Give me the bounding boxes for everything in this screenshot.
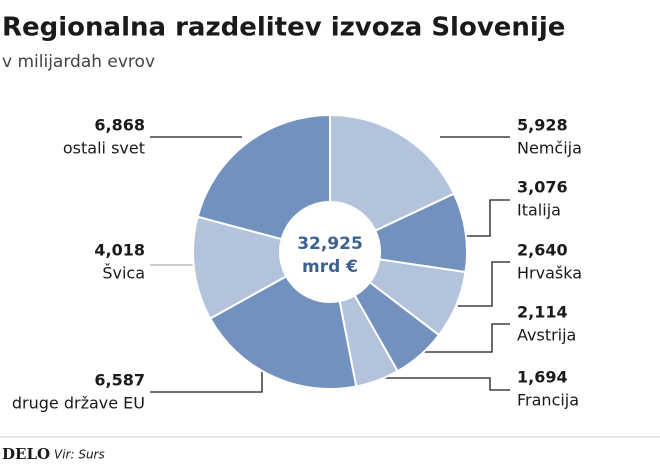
chart-subtitle: v milijardah evrov	[2, 52, 155, 72]
source: Vir: Surs	[54, 448, 105, 462]
slice	[329, 113, 456, 233]
leader-lines	[150, 136, 510, 393]
category-label: Francija	[517, 391, 579, 410]
category-label: Avstrija	[517, 326, 576, 345]
value-label: 2,114	[517, 303, 568, 322]
total-value: 32,925	[297, 234, 363, 254]
slice	[196, 113, 331, 241]
total-unit: mrd €	[302, 257, 358, 277]
value-label: 6,587	[94, 371, 145, 390]
category-label: druge države EU	[12, 394, 145, 413]
value-label: 5,928	[517, 116, 568, 135]
value-label: 6,868	[94, 116, 145, 135]
value-label: 3,076	[517, 178, 568, 197]
value-label: 1,694	[517, 368, 568, 387]
logo: DELO	[2, 445, 50, 463]
value-label: 4,018	[94, 241, 145, 260]
category-label: Italija	[517, 201, 561, 220]
category-label: Švica	[102, 264, 145, 283]
category-label: Hrvaška	[517, 264, 582, 283]
value-label: 2,640	[517, 241, 568, 260]
category-label: Nemčija	[517, 139, 582, 158]
slice	[208, 274, 358, 390]
chart-title: Regionalna razdelitev izvoza Slovenije	[2, 13, 565, 43]
category-label: ostali svet	[63, 139, 145, 158]
